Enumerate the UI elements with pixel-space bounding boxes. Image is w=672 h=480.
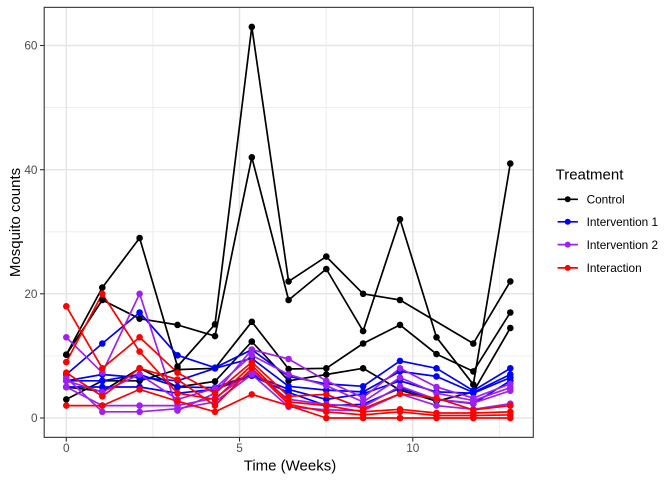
svg-text:Time (Weeks): Time (Weeks) — [244, 458, 337, 475]
svg-text:Treatment: Treatment — [556, 166, 625, 183]
svg-text:0: 0 — [63, 441, 70, 455]
svg-text:Mosquito counts: Mosquito counts — [7, 168, 24, 277]
svg-text:60: 60 — [24, 39, 38, 53]
svg-text:10: 10 — [406, 441, 420, 455]
svg-text:Intervention 1: Intervention 1 — [587, 215, 658, 229]
svg-text:Intervention 2: Intervention 2 — [587, 238, 658, 252]
svg-text:Interaction: Interaction — [587, 261, 642, 275]
svg-text:0: 0 — [31, 411, 38, 425]
svg-text:40: 40 — [24, 163, 38, 177]
svg-text:20: 20 — [24, 287, 38, 301]
svg-text:Control: Control — [587, 193, 625, 207]
svg-text:5: 5 — [236, 441, 243, 455]
